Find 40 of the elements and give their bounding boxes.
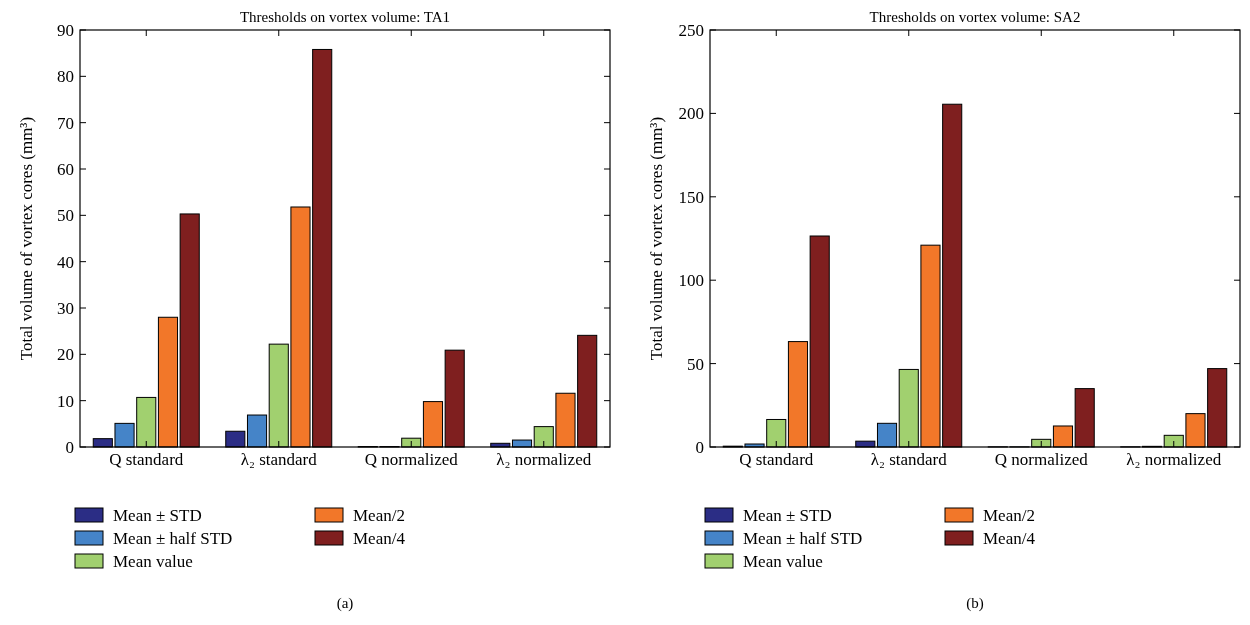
legend-label: Mean ± half STD xyxy=(743,528,863,548)
legend-label: Mean ± STD xyxy=(113,505,202,525)
y-tick-label: 250 xyxy=(678,20,704,40)
y-tick-label: 40 xyxy=(57,252,74,272)
x-tick-label: Q normalized xyxy=(364,450,459,469)
y-tick-label: 0 xyxy=(695,437,704,457)
x-tick-label: λ₂ normalized xyxy=(496,450,592,469)
text: (a) xyxy=(336,595,354,612)
legend-label: Mean value xyxy=(743,551,823,571)
y-tick-label: 200 xyxy=(678,104,704,124)
text: (b) xyxy=(966,595,984,612)
y-tick-label: 70 xyxy=(57,113,74,133)
y-tick-label: 50 xyxy=(687,354,704,374)
legend-label: Mean/2 xyxy=(353,505,405,525)
y-tick-label: 90 xyxy=(57,20,74,40)
legend-label: Mean/4 xyxy=(353,528,406,548)
y-tick-label: 80 xyxy=(57,67,74,87)
y-tick-label: 10 xyxy=(57,391,74,411)
legend-label: Mean ± STD xyxy=(743,505,832,525)
x-tick-label: λ₂ standard xyxy=(240,450,318,469)
y-tick-label: 150 xyxy=(678,187,704,207)
legend-label: Mean value xyxy=(113,551,193,571)
y-axis-title: Total volume of vortex cores (mm³) xyxy=(17,116,36,361)
chart-title: Thresholds on vortex volume: SA2 xyxy=(869,9,1081,25)
y-axis-title: Total volume of vortex cores (mm³) xyxy=(647,116,666,361)
y-tick-label: 0 xyxy=(65,437,74,457)
legend-label: Mean/4 xyxy=(983,528,1036,548)
y-tick-label: 100 xyxy=(678,271,704,291)
y-tick-label: 30 xyxy=(57,298,74,318)
legend-label: Mean ± half STD xyxy=(113,528,233,548)
y-tick-label: 20 xyxy=(57,345,74,365)
x-tick-label: Q standard xyxy=(739,450,814,469)
x-tick-label: λ₂ normalized xyxy=(1126,450,1222,469)
x-tick-label: λ₂ standard xyxy=(870,450,948,469)
y-tick-label: 50 xyxy=(57,206,74,226)
x-tick-label: Q standard xyxy=(109,450,184,469)
chart-title: Thresholds on vortex volume: TA1 xyxy=(239,9,451,25)
y-tick-label: 60 xyxy=(57,159,74,179)
x-tick-label: Q normalized xyxy=(994,450,1089,469)
legend-label: Mean/2 xyxy=(983,505,1035,525)
